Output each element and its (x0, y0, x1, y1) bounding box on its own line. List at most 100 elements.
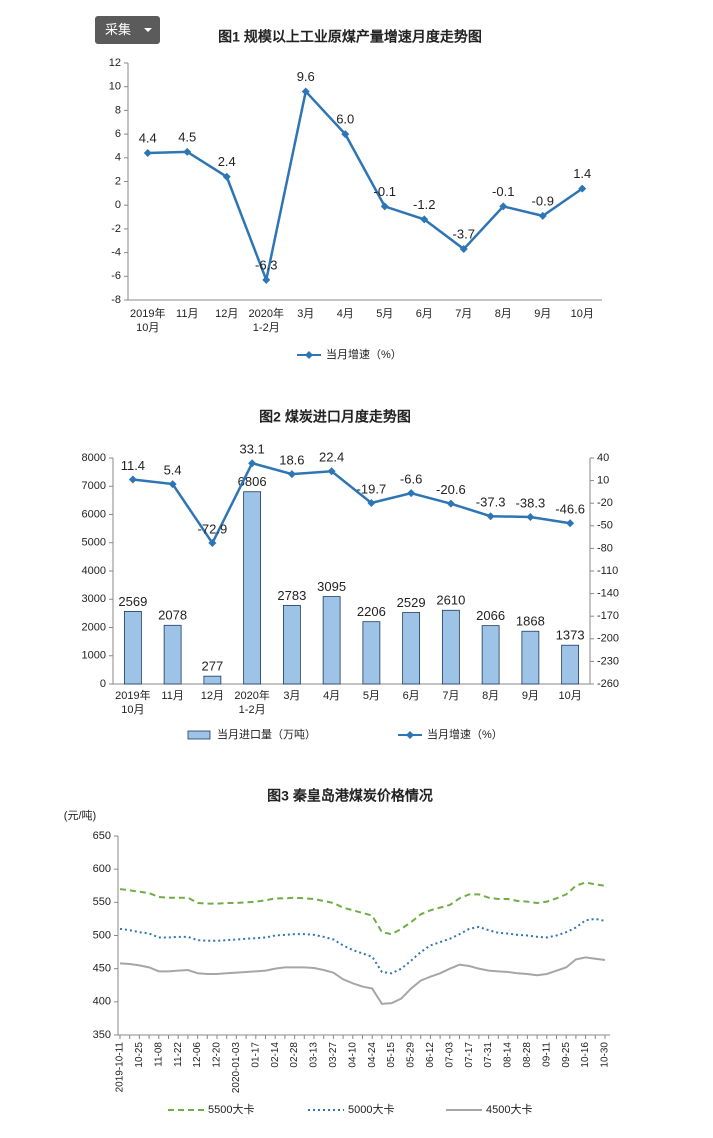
bar (282, 604, 301, 685)
legend-label: 4500大卡 (486, 1102, 532, 1116)
value-label: 6.0 (336, 112, 354, 127)
y-tick-label: -6 (111, 270, 121, 282)
value-label: -19.7 (357, 481, 387, 496)
y-tick-label: 6000 (82, 508, 106, 520)
point-marker (341, 130, 350, 139)
x-tick-label: 04-24 (367, 1042, 378, 1068)
y2-tick-label: -200 (597, 633, 619, 645)
x-tick-label: 11月 (161, 690, 184, 702)
y-tick-label: 500 (93, 929, 111, 941)
x-tick-label: 4月 (323, 690, 341, 702)
value-label: 2.4 (218, 154, 236, 169)
x-tick-label: 12-06 (192, 1042, 203, 1068)
y-tick-label: -4 (111, 247, 121, 259)
legend-label: 5500大卡 (208, 1102, 254, 1116)
x-tick-label: 7月 (442, 690, 460, 702)
point-marker (168, 480, 177, 489)
series-line (132, 461, 571, 546)
y-tick-label: 1000 (82, 650, 106, 662)
y-tick-label: 450 (93, 963, 111, 975)
x-tick-label: 11-08 (153, 1042, 164, 1067)
y2-tick-label: -140 (597, 588, 619, 600)
point-marker (262, 275, 271, 284)
x-tick-label: 8月 (494, 308, 512, 320)
point-marker (183, 147, 192, 156)
button-label[interactable]: 采集 (105, 22, 132, 37)
x-tick-label: 02-14 (270, 1042, 281, 1068)
y-tick-label: 4000 (82, 565, 106, 577)
legend-label: 当月增速（%） (427, 727, 503, 741)
value-label: 18.6 (279, 453, 304, 468)
legend-label: 5000大卡 (348, 1102, 394, 1116)
x-tick-label: 5月 (376, 308, 394, 320)
y2-tick-label: 40 (597, 452, 609, 464)
chart-title: 图3 秦皇岛港煤炭价格情况 (267, 788, 433, 804)
point-marker (499, 202, 508, 211)
point-marker (248, 459, 257, 468)
point-marker (327, 467, 336, 476)
legend-marker (305, 351, 313, 359)
y-tick-label: 2000 (82, 621, 106, 633)
point-marker (367, 498, 376, 507)
bar-value-label: 277 (202, 659, 224, 674)
x-tick-label: 6月 (402, 690, 420, 702)
x-tick-label: 2019-10-11 (115, 1042, 126, 1093)
y2-tick-label: 10 (597, 475, 609, 487)
x-tick-label: 06-12 (425, 1042, 436, 1068)
y-tick-label: -8 (111, 294, 121, 306)
legend-marker (406, 731, 414, 739)
value-label: -37.3 (476, 495, 506, 510)
x-tick-label: 03-27 (328, 1042, 339, 1068)
x-tick-label: 08-28 (522, 1042, 533, 1068)
x-tick-label: 04-10 (347, 1042, 358, 1068)
y2-tick-label: -110 (597, 565, 618, 577)
y-tick-label: 650 (93, 830, 111, 842)
value-label: 9.6 (297, 69, 315, 84)
x-tick-label: 01-17 (250, 1042, 261, 1068)
point-marker (420, 215, 429, 224)
value-label: 33.1 (239, 442, 264, 457)
value-label: -1.2 (413, 197, 435, 212)
series-line (119, 881, 606, 936)
y-tick-label: 4 (115, 152, 121, 164)
collect-button[interactable]: 采集 (95, 16, 160, 44)
point-marker (287, 470, 296, 479)
value-label: 4.5 (178, 129, 196, 144)
bar (441, 609, 460, 685)
value-label: -0.1 (374, 184, 396, 199)
x-tick-label: 05-15 (386, 1042, 397, 1068)
series-line (119, 956, 606, 1005)
point-marker (566, 519, 575, 528)
point-marker (143, 149, 152, 158)
value-label: 1.4 (573, 166, 591, 181)
x-tick-label: 09-25 (561, 1042, 572, 1068)
legend-label: 当月增速（%） (326, 347, 402, 361)
bar (163, 624, 182, 685)
point-marker (222, 172, 231, 181)
x-tick-label: 2019年 10月 (115, 690, 151, 716)
point-marker (526, 512, 535, 521)
point-marker (407, 489, 416, 498)
x-tick-label: 12月 (200, 690, 224, 702)
value-label: -6.6 (400, 472, 422, 487)
x-tick-label: 11-22 (173, 1042, 184, 1067)
legend-label: 当月进口量（万吨） (217, 727, 316, 741)
x-tick-label: 7月 (455, 308, 473, 320)
value-label: -0.1 (492, 184, 514, 199)
chart-title: 图2 煤炭进口月度走势图 (259, 409, 411, 425)
x-tick-label: 08-14 (503, 1042, 514, 1068)
x-tick-label: 3月 (297, 308, 315, 320)
bar-value-label: 2206 (357, 604, 386, 619)
y-tick-label: 0 (115, 199, 121, 211)
x-tick-label: 10-16 (580, 1042, 591, 1068)
y-tick-label: 6 (115, 128, 121, 140)
value-label: -6.3 (255, 257, 277, 272)
x-tick-label: 9月 (521, 690, 539, 702)
y2-tick-label: -80 (597, 542, 613, 554)
point-marker (459, 245, 468, 254)
bar (481, 625, 500, 685)
x-tick-label: 11月 (176, 308, 199, 320)
point-marker (486, 512, 495, 521)
